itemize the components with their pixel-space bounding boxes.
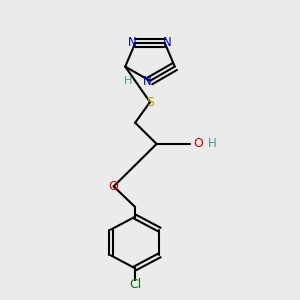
Text: S: S: [146, 96, 154, 109]
Text: N: N: [163, 36, 172, 49]
Text: Cl: Cl: [129, 278, 141, 291]
Text: H: H: [208, 136, 217, 149]
Text: O: O: [193, 136, 203, 149]
Text: N: N: [128, 36, 137, 49]
Text: H: H: [124, 76, 133, 86]
Text: O: O: [109, 180, 118, 193]
Text: N: N: [143, 75, 152, 88]
